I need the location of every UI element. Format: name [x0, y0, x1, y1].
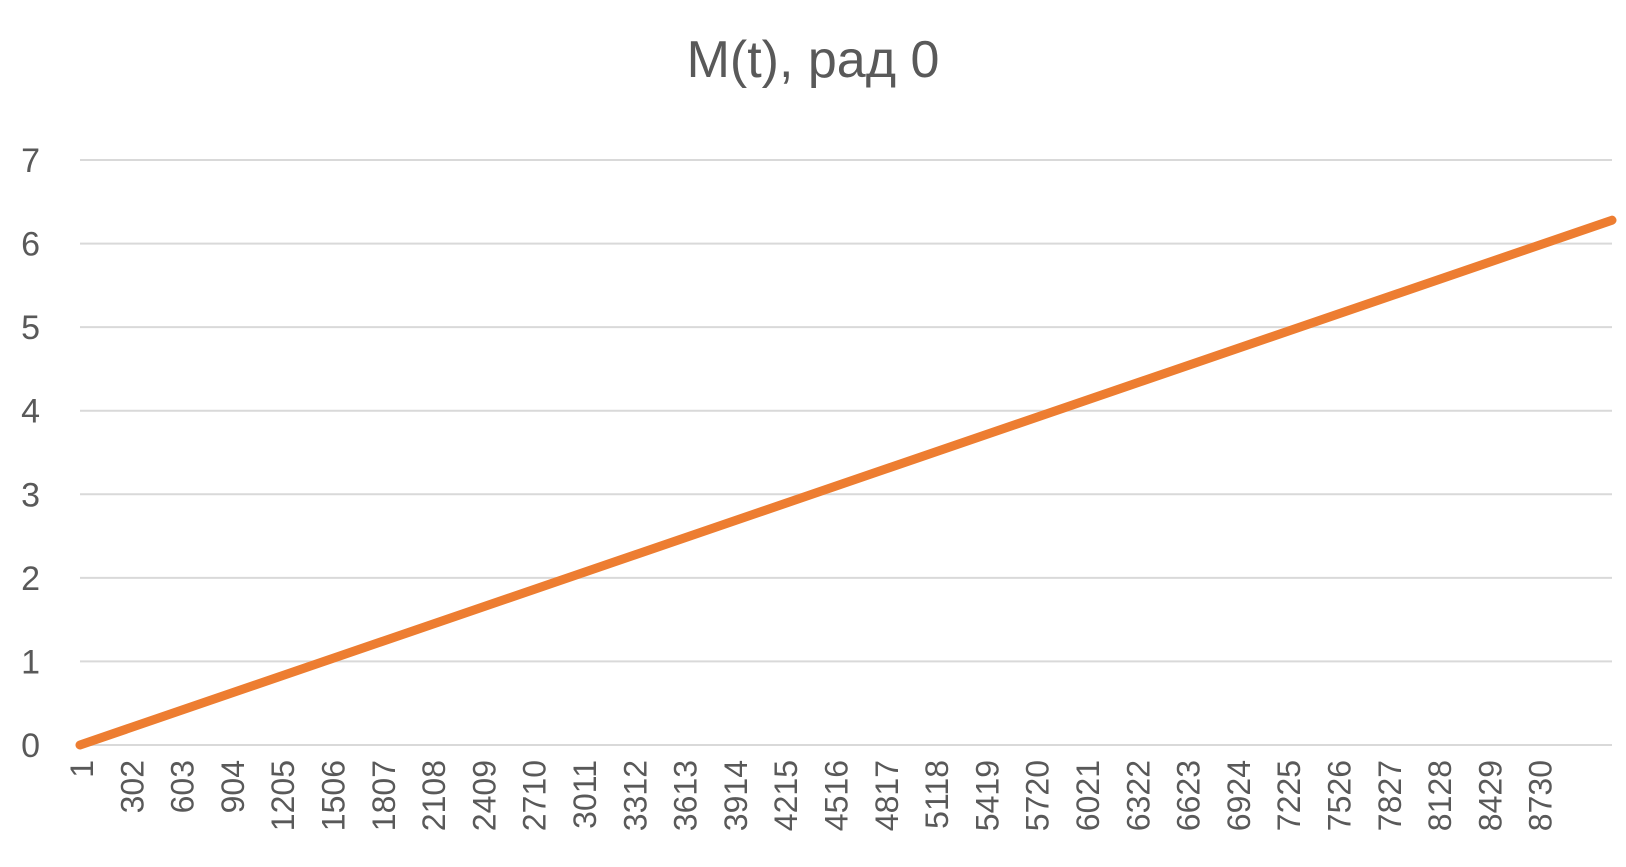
y-tick-label: 7	[21, 142, 40, 180]
y-axis-tick-labels: 0 1 2 3 4 5 6 7	[21, 142, 40, 765]
x-tick-label: 8128	[1422, 760, 1458, 831]
x-axis-tick-labels: 1 302 603 904 1205 1506 1807 2108 2409 2710 3011 33…	[64, 760, 1559, 831]
chart-title: M(t), рад 0	[686, 31, 940, 89]
x-tick-label: 603	[165, 760, 201, 813]
y-tick-label: 6	[21, 226, 40, 264]
x-tick-label: 7526	[1322, 760, 1358, 831]
x-tick-label: 302	[114, 760, 150, 813]
x-tick-label: 5118	[919, 760, 955, 829]
x-tick-label: 3312	[617, 760, 653, 831]
x-tick-label: 2108	[416, 760, 452, 831]
y-tick-label: 0	[21, 727, 40, 765]
x-tick-label: 8730	[1523, 760, 1559, 831]
x-tick-label: 7827	[1372, 760, 1408, 831]
x-tick-label: 5419	[969, 760, 1005, 831]
x-tick-label: 4215	[768, 760, 804, 831]
x-tick-label: 5720	[1020, 760, 1056, 831]
x-tick-label: 3011	[567, 760, 603, 829]
y-tick-label: 1	[21, 643, 40, 681]
x-tick-label: 6924	[1221, 760, 1257, 831]
x-tick-label: 8429	[1472, 760, 1508, 831]
x-tick-label: 2409	[466, 760, 502, 831]
x-tick-label: 1807	[366, 760, 402, 831]
x-tick-label: 6021	[1070, 760, 1106, 831]
series-layer	[75, 215, 1617, 750]
x-tick-label: 6623	[1171, 760, 1207, 831]
x-tick-label: 7225	[1271, 760, 1307, 831]
x-tick-label: 904	[215, 760, 251, 813]
y-tick-label: 4	[21, 393, 40, 431]
x-tick-label: 3914	[718, 760, 754, 831]
x-tick-label: 6322	[1120, 760, 1156, 831]
x-tick-label: 1205	[265, 760, 301, 831]
y-tick-label: 5	[21, 309, 40, 347]
y-tick-label: 2	[21, 560, 40, 598]
x-tick-label: 3613	[668, 760, 704, 831]
x-tick-label: 2710	[517, 760, 553, 831]
gridlines	[80, 159, 1612, 746]
x-tick-label: 4516	[819, 760, 855, 831]
x-tick-label: 1506	[316, 760, 352, 831]
series-line-0	[75, 215, 1617, 750]
x-tick-label: 4817	[869, 760, 905, 831]
y-tick-label: 3	[21, 476, 40, 514]
x-tick-label: 1	[64, 760, 100, 778]
